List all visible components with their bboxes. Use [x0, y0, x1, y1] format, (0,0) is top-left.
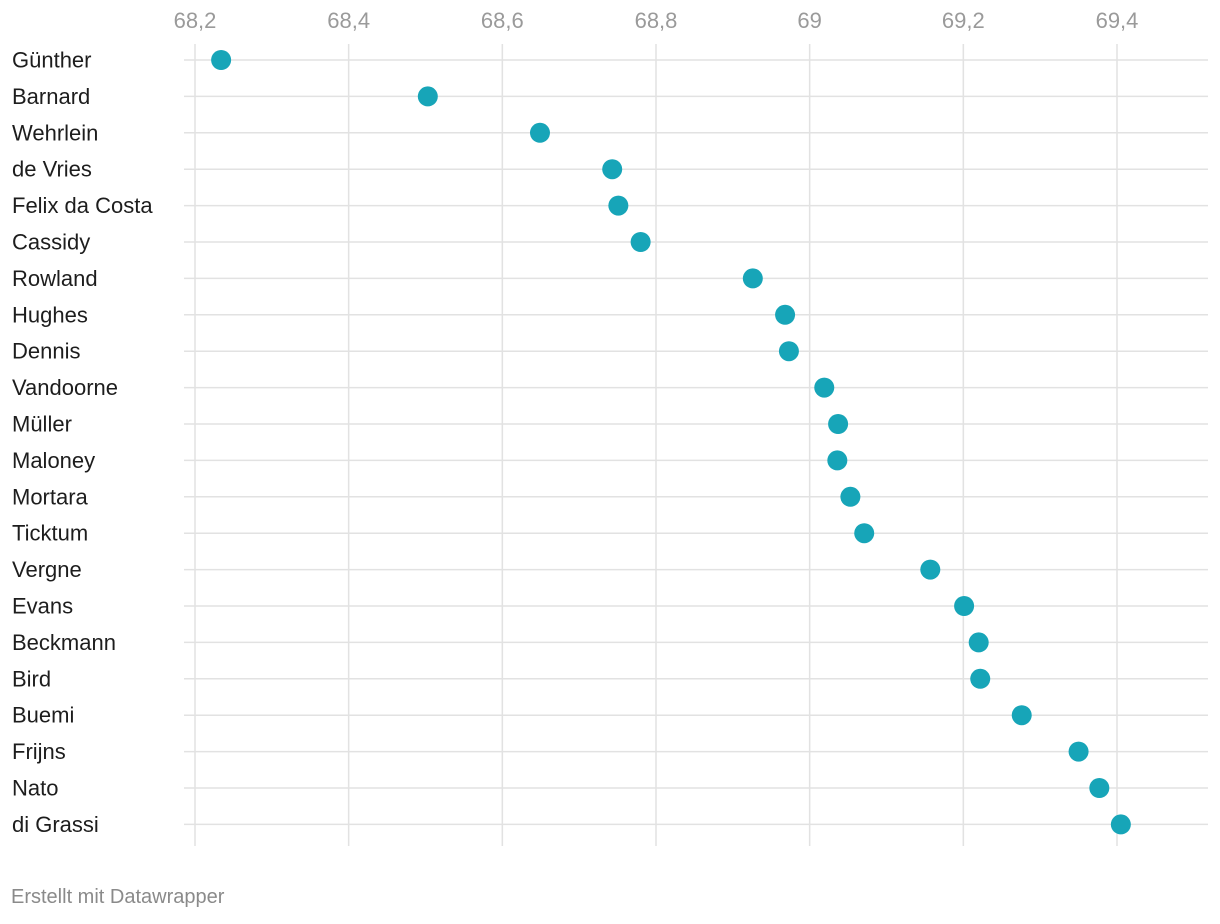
data-point[interactable]	[742, 268, 763, 289]
grid-layer	[184, 44, 1208, 846]
dot-plot-chart: 68,2 68,4 68,6 68,8 69 69,2 69,4 Günther Barnar…	[12, 8, 1208, 846]
data-point[interactable]	[211, 50, 232, 70]
row-label: Barnard	[12, 84, 90, 109]
data-point[interactable]	[840, 486, 861, 507]
row-label: Nato	[12, 776, 58, 801]
x-tick-label: 69	[797, 8, 821, 33]
data-point[interactable]	[775, 304, 796, 325]
data-point[interactable]	[417, 86, 438, 107]
row-label: Mortara	[12, 484, 89, 509]
row-label: Rowland	[12, 266, 98, 291]
row-label: Wehrlein	[12, 120, 98, 145]
row-label: de Vries	[12, 157, 92, 182]
row-label: Ticktum	[12, 521, 88, 546]
x-tick-label: 69,4	[1096, 8, 1139, 33]
data-point[interactable]	[814, 377, 835, 398]
row-label: Bird	[12, 666, 51, 691]
chart-svg: 68,2 68,4 68,6 68,8 69 69,2 69,4 Günther Barnar…	[12, 8, 1208, 846]
row-label: Cassidy	[12, 230, 90, 255]
row-label: Beckmann	[12, 630, 116, 655]
data-point[interactable]	[1011, 705, 1032, 726]
row-label: Buemi	[12, 703, 74, 728]
data-point[interactable]	[828, 414, 849, 434]
data-point[interactable]	[1068, 741, 1089, 762]
footer-credit: Erstellt mit Datawrapper	[11, 886, 225, 908]
data-point[interactable]	[529, 122, 550, 143]
x-axis: 68,2 68,4 68,6 68,8 69 69,2 69,4	[174, 8, 1139, 33]
row-label: Felix da Costa	[12, 193, 153, 218]
data-point[interactable]	[1110, 814, 1131, 835]
data-point[interactable]	[602, 159, 623, 180]
row-label: Maloney	[12, 448, 95, 473]
data-point[interactable]	[854, 523, 875, 544]
row-label: di Grassi	[12, 812, 99, 837]
x-tick-label: 68,8	[635, 8, 678, 33]
x-tick-label: 68,6	[481, 8, 524, 33]
data-point[interactable]	[827, 450, 848, 471]
row-labels: Günther Barnard Wehrlein de Vries Felix da C…	[12, 48, 153, 837]
data-point[interactable]	[954, 596, 975, 616]
data-point[interactable]	[630, 232, 651, 252]
x-tick-label: 68,2	[174, 8, 217, 33]
row-label: Müller	[12, 412, 72, 437]
row-label: Hughes	[12, 302, 88, 327]
x-tick-label: 69,2	[942, 8, 985, 33]
data-point[interactable]	[608, 195, 629, 216]
row-label: Dennis	[12, 339, 80, 364]
row-label: Vergne	[12, 557, 82, 582]
data-points	[211, 50, 1131, 835]
row-label: Günther	[12, 48, 92, 73]
data-point[interactable]	[970, 668, 991, 689]
data-point[interactable]	[778, 341, 799, 362]
x-tick-label: 68,4	[327, 8, 370, 33]
row-label: Vandoorne	[12, 375, 118, 400]
data-point[interactable]	[920, 559, 941, 580]
row-label: Frijns	[12, 739, 66, 764]
data-point[interactable]	[968, 632, 989, 653]
row-label: Evans	[12, 594, 73, 619]
data-point[interactable]	[1089, 778, 1110, 798]
